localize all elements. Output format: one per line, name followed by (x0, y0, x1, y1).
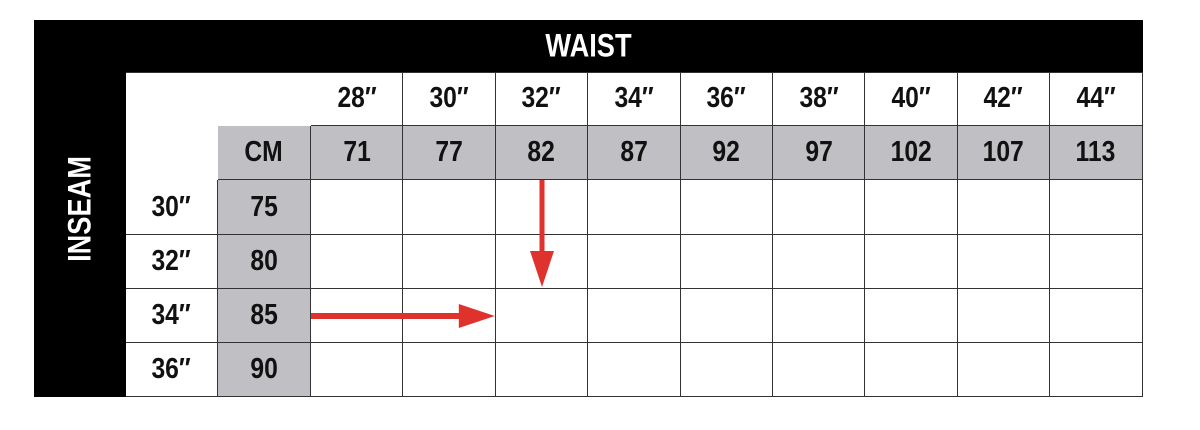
waist-inch-header: 30″ (403, 72, 496, 126)
size-cell (311, 343, 404, 397)
waist-inch-header-text: 36″ (706, 82, 746, 114)
cm-label-text: CM (244, 136, 284, 168)
waist-cm-header-text: 77 (435, 136, 463, 168)
waist-inch-header-text: 40″ (891, 82, 931, 114)
waist-cm-header-text: 107 (982, 136, 1025, 168)
inseam-inch-label: 32″ (126, 235, 218, 289)
waist-cm-header: 107 (957, 126, 1051, 180)
inseam-inch-label-text: 34″ (151, 299, 192, 331)
inseam-header-band: INSEAM (34, 20, 126, 397)
inseam-inch-label: 36″ (126, 343, 218, 397)
waist-inch-header: 28″ (311, 72, 404, 126)
waist-inch-header: 40″ (865, 72, 958, 126)
down-arrow-head (530, 251, 554, 287)
size-cell (865, 289, 958, 343)
inseam-inch-label: 34″ (126, 289, 218, 343)
inseam-inch-label-text: 30″ (151, 190, 192, 223)
size-cell (680, 289, 773, 343)
waist-inch-header-text: 38″ (799, 82, 839, 114)
size-cell (680, 180, 773, 235)
waist-inch-header-text: 34″ (614, 82, 654, 114)
waist-cm-header: 82 (495, 126, 589, 180)
waist-cm-header: 97 (773, 126, 866, 180)
inseam-cm-label-text: 75 (250, 190, 278, 223)
size-cell (957, 289, 1051, 343)
inseam-cm-label: 90 (218, 343, 311, 397)
inseam-cm-label: 85 (218, 289, 311, 343)
size-cell (773, 180, 866, 235)
waist-inch-header: 42″ (957, 72, 1051, 126)
right-arrow-shaft (311, 313, 461, 319)
waist-inch-header: 44″ (1050, 72, 1143, 126)
waist-title: WAIST (545, 27, 632, 64)
waist-inch-header: 38″ (773, 72, 866, 126)
size-cell (1050, 180, 1143, 235)
right-arrow-head (458, 304, 495, 328)
size-cell (495, 235, 589, 289)
waist-cm-header-text: 97 (804, 136, 833, 168)
inseam-cm-label: 80 (218, 235, 311, 289)
waist-cm-header-text: 102 (890, 136, 932, 168)
waist-cm-header-text: 92 (712, 136, 741, 168)
size-cell (1050, 343, 1143, 397)
inseam-inch-label-text: 32″ (151, 245, 192, 277)
size-cell (1050, 235, 1143, 289)
cm-label: CM (218, 126, 311, 180)
inseam-cm-label-text: 80 (250, 245, 278, 277)
inseam-cm-label-text: 90 (250, 353, 278, 385)
size-cell (1050, 289, 1143, 343)
waist-cm-header-text: 87 (620, 136, 648, 168)
size-cell (773, 235, 866, 289)
waist-header-band: WAIST (34, 20, 1143, 72)
size-cell (403, 289, 496, 343)
inseam-inch-label: 30″ (126, 180, 218, 235)
waist-cm-header: 113 (1050, 126, 1143, 180)
down-arrow-shaft (539, 180, 545, 254)
waist-inch-header: 32″ (495, 72, 589, 126)
inseam-cm-label: 75 (218, 180, 311, 235)
size-cell (588, 343, 681, 397)
size-cell (403, 235, 496, 289)
waist-cm-header-text: 82 (527, 136, 556, 168)
size-cell (403, 180, 496, 235)
waist-cm-header-text: 71 (342, 136, 371, 168)
size-cell (773, 289, 866, 343)
waist-inch-header-text: 28″ (337, 82, 377, 114)
waist-cm-header: 71 (311, 126, 404, 180)
size-cell (680, 235, 773, 289)
waist-inch-header: 36″ (680, 72, 773, 126)
waist-cm-header: 77 (403, 126, 496, 180)
size-cell (495, 289, 589, 343)
waist-inch-header-text: 32″ (521, 82, 562, 114)
size-cell (588, 180, 681, 235)
waist-inch-header-text: 30″ (429, 82, 469, 114)
size-cell (311, 180, 404, 235)
size-cell (403, 343, 496, 397)
size-cell (495, 343, 589, 397)
size-cell (865, 343, 958, 397)
waist-inch-header: 34″ (588, 72, 681, 126)
waist-cm-header-text: 113 (1075, 136, 1116, 168)
waist-cm-header: 102 (865, 126, 958, 180)
size-cell (957, 180, 1051, 235)
waist-inch-header-text: 42″ (983, 82, 1024, 114)
size-cell (865, 235, 958, 289)
size-cell (957, 235, 1051, 289)
size-cell (865, 180, 958, 235)
inseam-inch-label-text: 36″ (151, 353, 192, 385)
size-cell (680, 343, 773, 397)
inseam-cm-label-text: 85 (250, 299, 278, 331)
size-cell (773, 343, 866, 397)
size-cell (588, 289, 681, 343)
size-cell (588, 235, 681, 289)
waist-cm-header: 87 (588, 126, 681, 180)
waist-inch-header-text: 44″ (1076, 82, 1116, 114)
size-cell (957, 343, 1051, 397)
waist-cm-header: 92 (680, 126, 773, 180)
size-cell (311, 235, 404, 289)
